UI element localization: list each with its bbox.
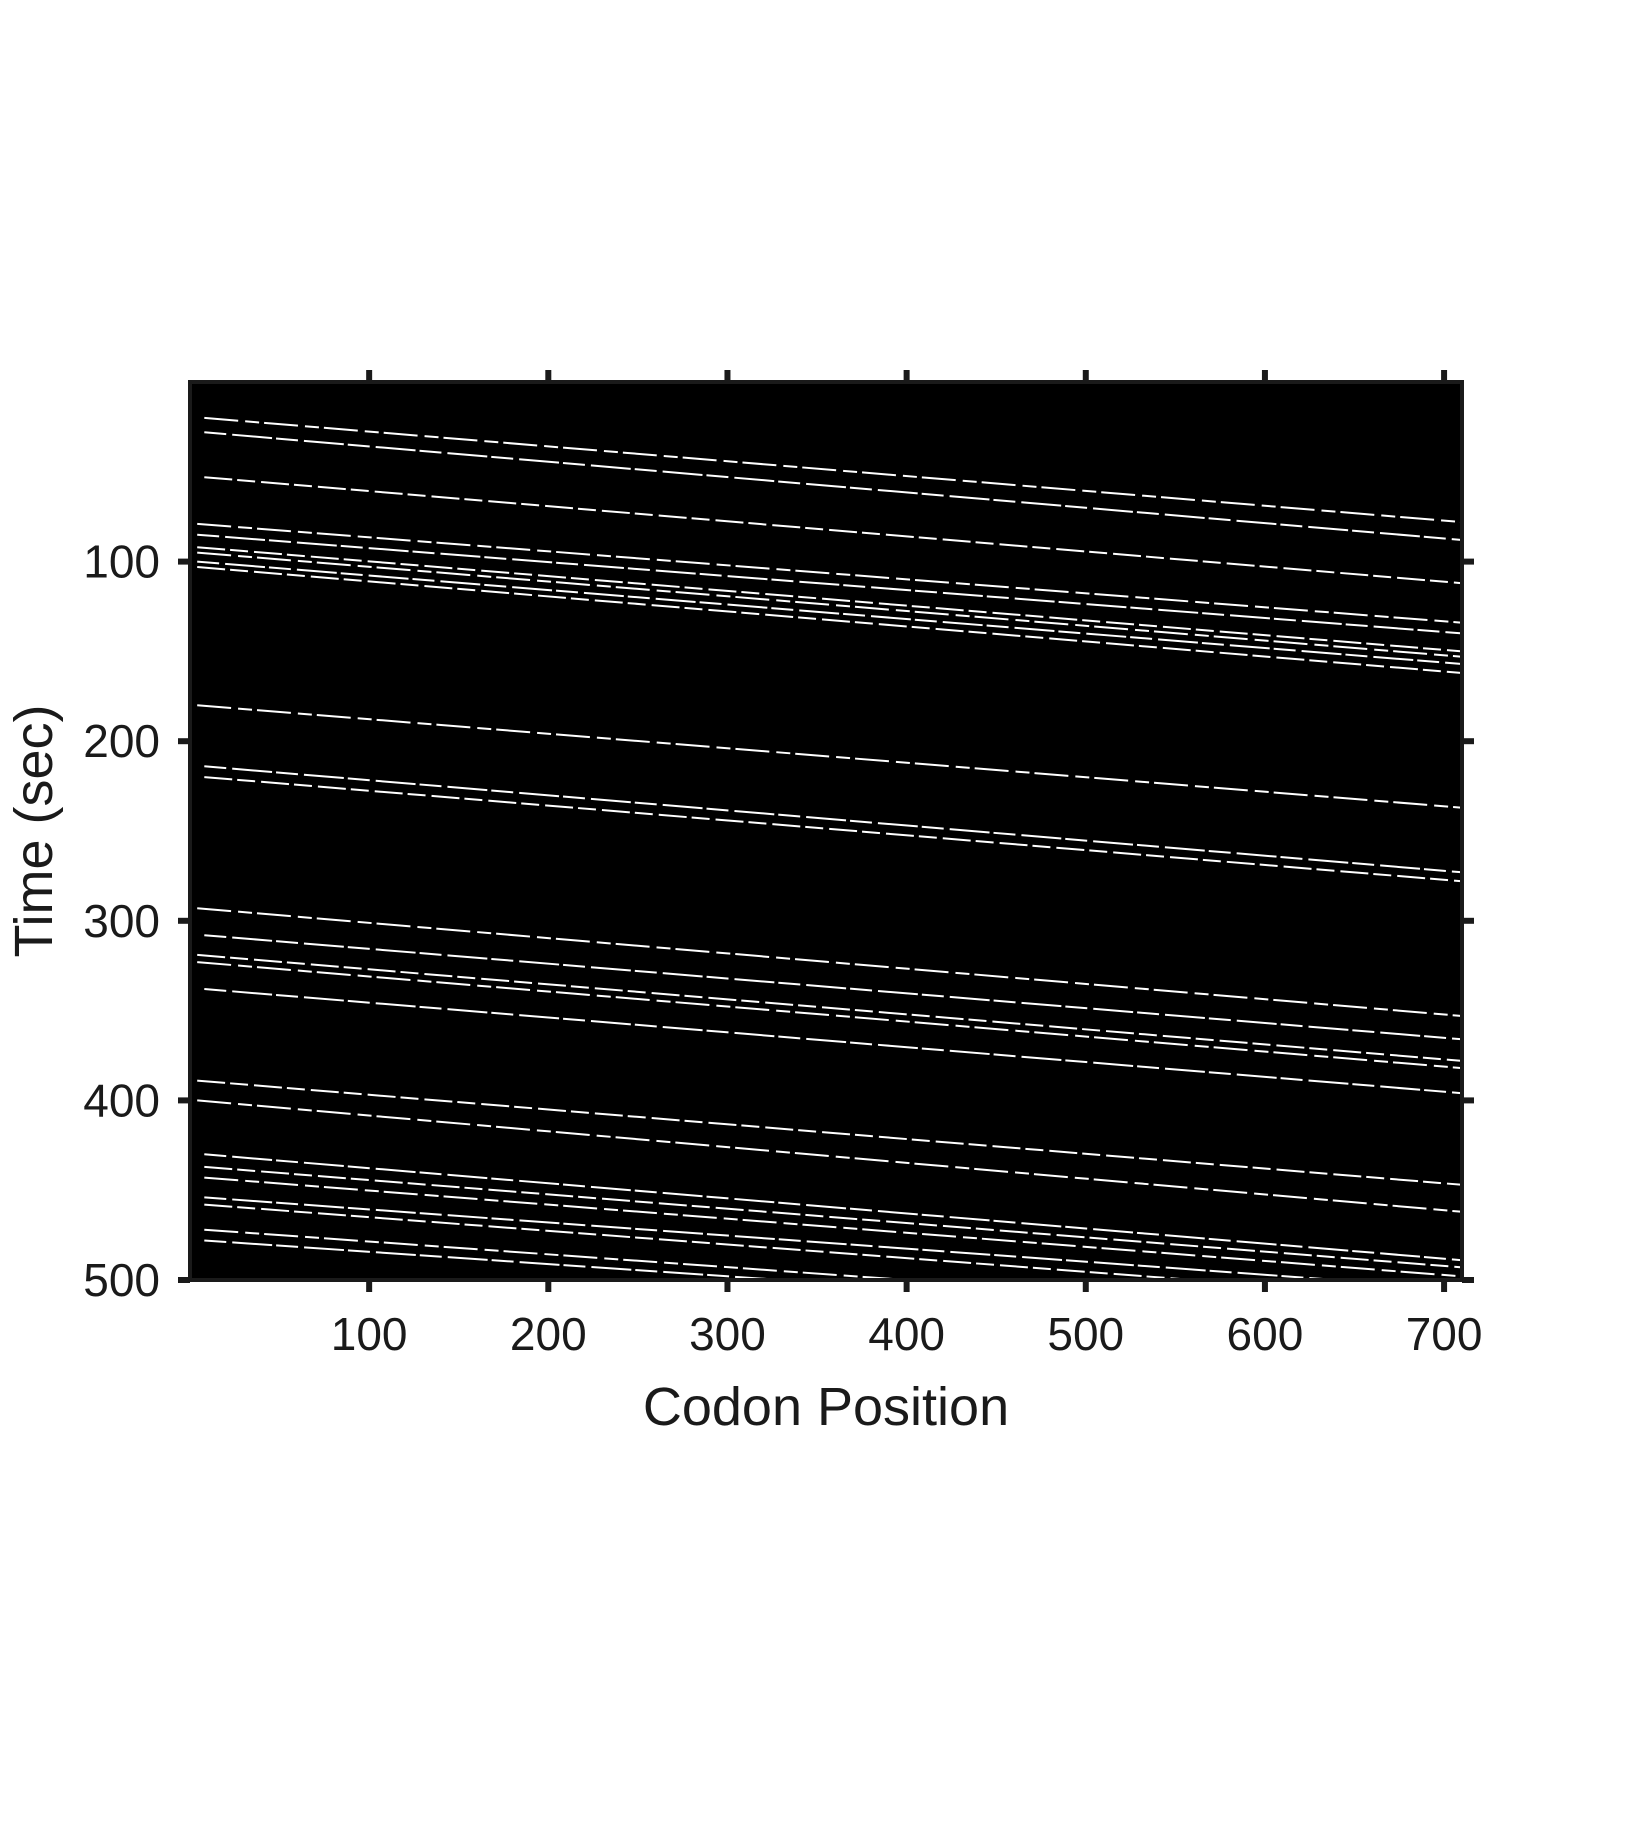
x-tick-label-300: 300 — [689, 1308, 766, 1360]
ribosome-trace-21 — [204, 1165, 1463, 1269]
y-tick-label-400: 400 — [83, 1074, 160, 1126]
ribosome-trace-24 — [204, 1203, 1194, 1281]
y-tick-label-100: 100 — [83, 536, 160, 588]
ribosome-trace-10 — [197, 704, 1463, 809]
plot-area — [190, 382, 1462, 1280]
ribosome-trace-25 — [204, 1228, 907, 1281]
y-tick-label-200: 200 — [83, 715, 160, 767]
ribosome-trace-1 — [204, 416, 1463, 524]
ribosome-trace-13 — [197, 907, 1463, 1017]
x-tick-label-100: 100 — [331, 1308, 408, 1360]
ribosome-trace-22 — [204, 1176, 1463, 1278]
ribosome-trace-8 — [197, 560, 1463, 665]
ribosome-trace-5 — [197, 533, 1463, 635]
ribosome-trace-17 — [204, 988, 1463, 1095]
ribosome-trace-16 — [197, 961, 1463, 1070]
x-axis-title: Codon Position — [643, 1377, 1009, 1437]
ribosome-trace-18 — [197, 1079, 1463, 1186]
x-tick-label-500: 500 — [1047, 1308, 1124, 1360]
ribosome-trace-7 — [197, 551, 1463, 658]
ribosome-trace-4 — [197, 522, 1463, 624]
ribosome-trace-15 — [197, 953, 1463, 1062]
x-tick-label-200: 200 — [510, 1308, 587, 1360]
x-tick-label-700: 700 — [1406, 1308, 1483, 1360]
plot-frame — [188, 380, 1464, 1282]
x-tick-label-400: 400 — [868, 1308, 945, 1360]
y-axis-title: Time (sec) — [4, 705, 64, 958]
ribosome-trace-2 — [204, 431, 1463, 541]
x-axis-ticks: 100 200 300 400 500 600 700 — [331, 370, 1483, 1360]
ribosome-trace-6 — [197, 546, 1463, 653]
ribosome-trace-14 — [204, 934, 1463, 1041]
ribosome-trace-9 — [197, 566, 1463, 674]
x-tick-label-600: 600 — [1227, 1308, 1304, 1360]
ribosome-trace-26 — [204, 1239, 782, 1281]
ribosome-trace-19 — [197, 1099, 1463, 1213]
ribosome-trace-23 — [204, 1196, 1337, 1281]
ribosome-trace-12 — [204, 776, 1463, 883]
ribosome-trace-11 — [204, 765, 1463, 874]
ribosome-trace-20 — [204, 1153, 1463, 1262]
ribosome-trace-3 — [204, 476, 1463, 585]
y-tick-label-300: 300 — [83, 895, 160, 947]
y-tick-label-500: 500 — [83, 1254, 160, 1306]
ribosome-traces — [197, 416, 1463, 1281]
y-axis-ticks: 100 200 300 400 500 — [83, 536, 1474, 1306]
